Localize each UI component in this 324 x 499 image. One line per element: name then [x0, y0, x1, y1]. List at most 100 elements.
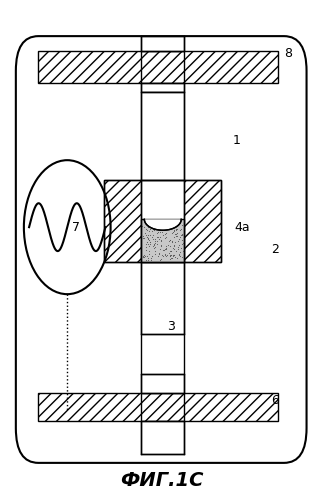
Point	[168, 236, 173, 244]
Point	[164, 224, 169, 232]
Point	[157, 224, 163, 232]
Point	[167, 238, 172, 246]
Point	[156, 233, 161, 241]
Point	[168, 242, 173, 250]
Point	[177, 219, 182, 227]
Point	[149, 233, 154, 241]
Point	[157, 255, 163, 263]
Point	[173, 230, 178, 238]
Point	[151, 231, 156, 239]
Bar	[104, 180, 221, 262]
Point	[167, 225, 172, 233]
Text: 3: 3	[167, 320, 175, 333]
Point	[140, 222, 145, 230]
Point	[141, 223, 146, 231]
Point	[156, 250, 162, 257]
Point	[178, 251, 183, 259]
Point	[144, 233, 149, 241]
Point	[170, 251, 176, 259]
Bar	[141, 83, 184, 92]
Point	[162, 234, 168, 242]
Point	[149, 255, 154, 263]
Point	[177, 250, 182, 257]
Point	[176, 245, 181, 252]
Point	[172, 223, 177, 231]
Point	[176, 235, 181, 243]
Point	[168, 247, 174, 255]
Point	[146, 228, 152, 236]
Point	[168, 250, 174, 258]
Point	[174, 232, 179, 240]
Point	[178, 234, 183, 242]
Point	[144, 220, 149, 228]
Point	[179, 236, 185, 244]
Point	[153, 218, 158, 226]
Point	[161, 247, 166, 254]
Point	[171, 250, 176, 258]
Point	[145, 251, 150, 259]
Point	[177, 241, 182, 249]
Point	[160, 251, 165, 259]
Point	[174, 226, 179, 234]
Point	[142, 230, 147, 238]
Point	[148, 240, 153, 248]
Point	[140, 234, 145, 242]
Point	[153, 219, 158, 227]
Point	[171, 242, 176, 250]
Point	[152, 223, 157, 231]
Text: 7: 7	[72, 221, 80, 234]
Text: 2: 2	[271, 243, 279, 256]
Point	[158, 237, 163, 245]
Point	[160, 219, 165, 227]
Point	[141, 253, 146, 261]
Point	[171, 233, 177, 241]
Point	[160, 252, 166, 260]
Point	[141, 250, 146, 258]
Point	[178, 249, 183, 256]
Point	[163, 222, 168, 230]
Point	[169, 238, 174, 246]
Point	[178, 244, 183, 252]
Point	[152, 236, 157, 244]
Point	[143, 240, 148, 248]
Point	[162, 251, 168, 259]
Point	[147, 239, 152, 247]
Point	[142, 251, 147, 259]
Point	[151, 241, 156, 249]
Point	[167, 250, 172, 258]
Bar	[141, 220, 184, 262]
Point	[143, 244, 148, 251]
Point	[144, 219, 149, 227]
Point	[179, 231, 185, 239]
Point	[175, 237, 180, 245]
Point	[153, 238, 158, 246]
Point	[150, 223, 156, 231]
Point	[148, 238, 153, 246]
Point	[167, 252, 172, 260]
Point	[150, 242, 155, 250]
Point	[163, 252, 168, 260]
Point	[167, 237, 172, 245]
Point	[143, 220, 148, 228]
Point	[152, 247, 157, 255]
Point	[174, 225, 179, 233]
Point	[170, 251, 176, 259]
Point	[145, 234, 150, 242]
Point	[178, 231, 183, 239]
Point	[145, 238, 150, 246]
Point	[155, 240, 160, 248]
Point	[177, 226, 182, 234]
Point	[152, 239, 157, 247]
Point	[179, 240, 185, 248]
Point	[153, 225, 158, 233]
Point	[166, 219, 171, 227]
Point	[166, 220, 171, 228]
Point	[145, 233, 150, 241]
Point	[156, 249, 162, 257]
Point	[140, 232, 145, 240]
Point	[147, 220, 153, 228]
Point	[163, 244, 168, 252]
Point	[179, 252, 184, 260]
Point	[151, 235, 156, 243]
Point	[172, 226, 177, 234]
